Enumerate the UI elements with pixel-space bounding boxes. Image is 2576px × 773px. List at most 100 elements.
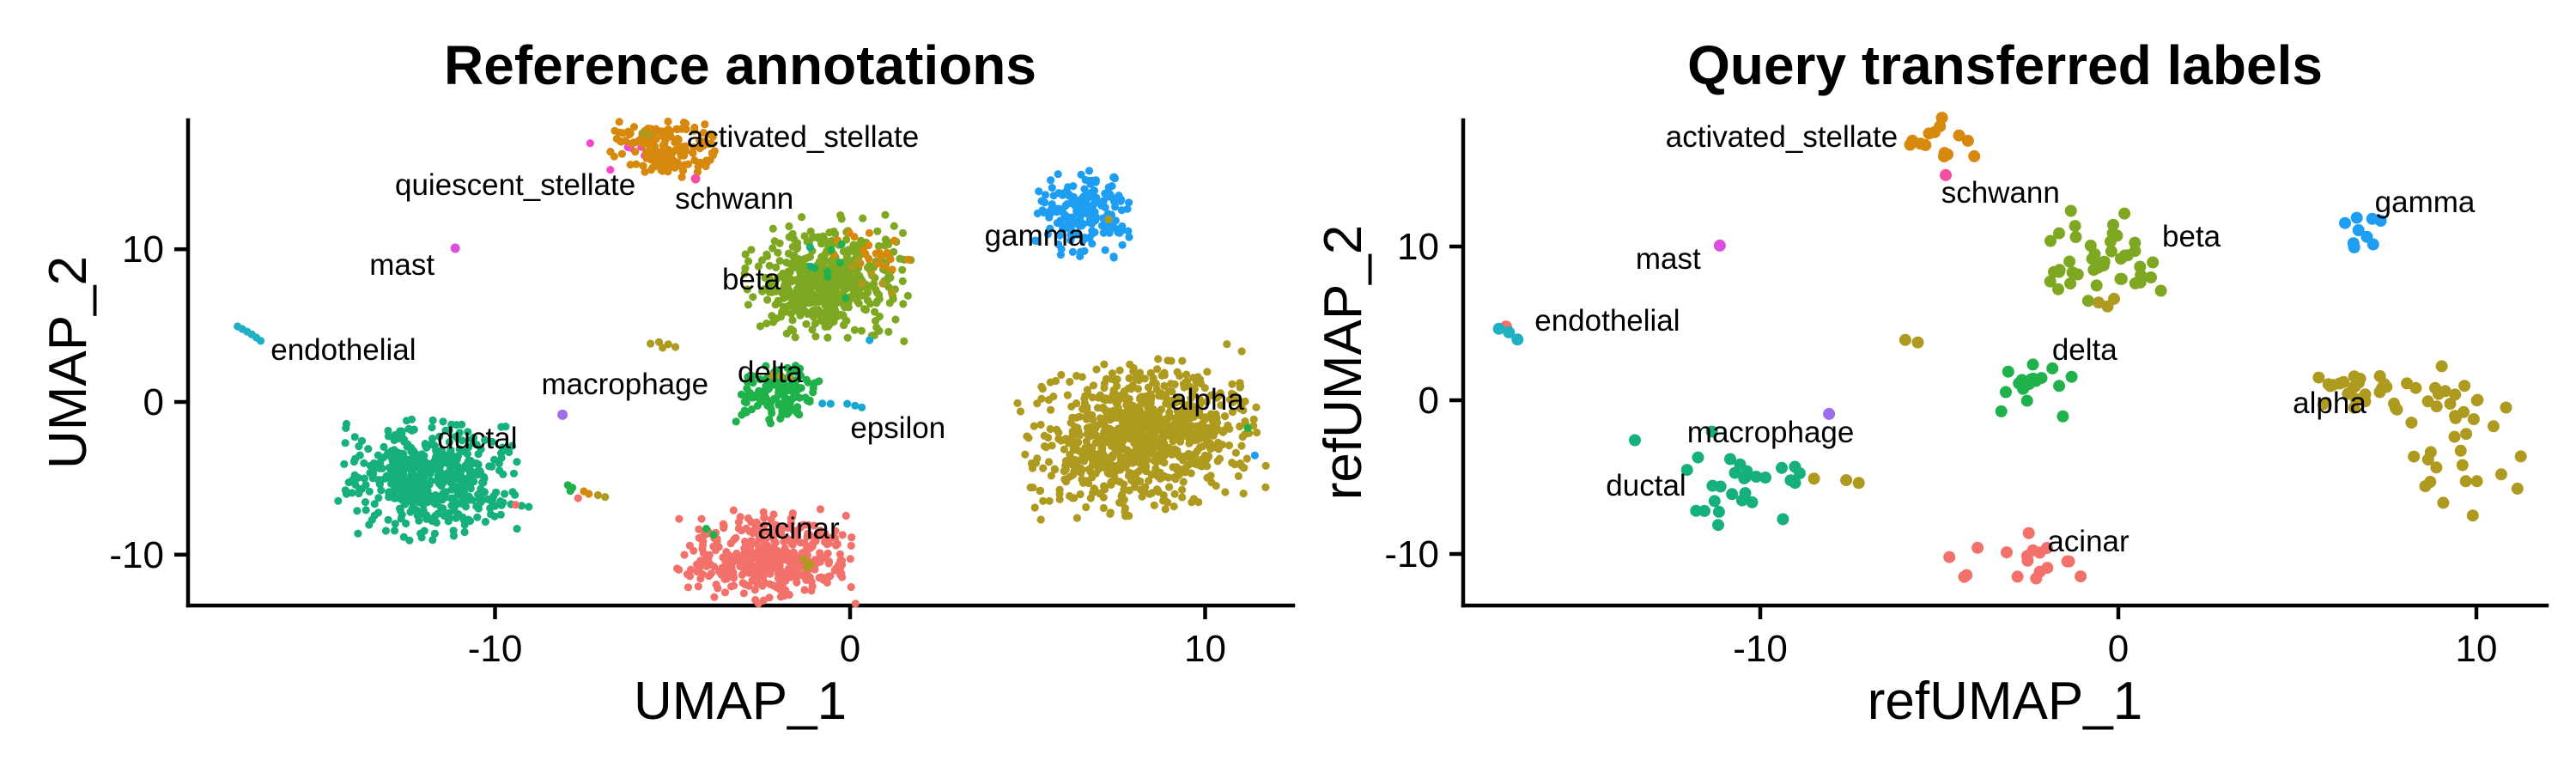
cluster-label-macrophage: macrophage (1687, 416, 1855, 449)
data-point (422, 513, 431, 521)
data-point (2435, 360, 2448, 373)
data-point (1071, 442, 1080, 451)
data-point (678, 167, 688, 175)
cluster-label-quiescent_stellate: quiescent_stellate (395, 168, 635, 202)
data-point (770, 537, 779, 545)
data-point (823, 240, 832, 248)
data-point (1164, 386, 1173, 395)
data-point (719, 553, 727, 562)
data-point (833, 312, 841, 320)
data-point (891, 315, 900, 324)
data-point (775, 298, 783, 307)
data-point (884, 275, 893, 283)
data-point (1170, 380, 1179, 389)
data-point (2052, 283, 2064, 295)
data-point (432, 493, 440, 502)
data-point (738, 579, 747, 587)
data-point (1055, 495, 1064, 504)
data-point (727, 582, 736, 591)
data-point (517, 502, 526, 510)
data-point (1093, 450, 1103, 459)
data-point (386, 473, 395, 483)
data-point (1054, 240, 1063, 249)
cluster-dots-gamma (1030, 167, 1133, 262)
data-point (1036, 515, 1045, 524)
data-point (1231, 448, 1240, 457)
data-point (826, 399, 835, 408)
data-point (788, 316, 797, 325)
data-point (2154, 284, 2167, 297)
data-point (1077, 170, 1085, 179)
data-point (1030, 503, 1039, 512)
y-tick-label: 10 (122, 228, 164, 271)
data-point (881, 235, 890, 244)
data-point (1746, 496, 1759, 508)
data-point (1104, 215, 1113, 224)
cluster-dots-endothelial (1492, 322, 1524, 346)
data-point (1940, 168, 1952, 181)
data-point (428, 423, 436, 432)
data-point (2033, 546, 2046, 559)
data-point (402, 519, 410, 528)
data-point (1073, 230, 1082, 239)
data-point (1237, 461, 1246, 470)
x-tick-label: 10 (2456, 628, 2498, 670)
cluster-dots-alpha (2419, 444, 2527, 522)
data-point (698, 545, 707, 553)
data-point (784, 402, 793, 411)
data-point (837, 240, 846, 249)
data-point (842, 235, 851, 244)
data-point (2460, 428, 2473, 441)
data-point (334, 496, 343, 505)
data-point (825, 534, 834, 543)
data-point (829, 227, 838, 236)
data-point (702, 552, 711, 561)
data-point (709, 149, 718, 158)
data-point (1234, 472, 1242, 481)
data-point (1178, 356, 1187, 365)
data-point (472, 502, 481, 511)
data-point (870, 331, 879, 339)
data-point (1629, 434, 1641, 447)
data-point (2339, 216, 2351, 229)
data-point (1228, 459, 1236, 467)
data-point (837, 279, 846, 288)
data-point (2511, 482, 2524, 495)
data-point (1224, 421, 1232, 429)
data-point (1037, 382, 1046, 391)
cluster-dots-alpha (593, 490, 610, 502)
data-point (2020, 394, 2033, 407)
data-point (1160, 439, 1169, 447)
cluster-label-ductal: ductal (437, 422, 517, 455)
data-point (875, 312, 884, 321)
data-point (621, 137, 630, 145)
data-point (2069, 220, 2081, 233)
data-point (2053, 227, 2065, 240)
data-point (809, 290, 817, 299)
data-point (766, 419, 775, 428)
data-point (1206, 391, 1215, 399)
cluster-dots-gamma (1250, 451, 1259, 460)
data-point (1708, 495, 1721, 508)
data-point (430, 441, 439, 450)
data-point (816, 557, 824, 566)
data-point (1118, 429, 1127, 439)
data-point (435, 432, 444, 441)
cluster-dots-ductal (496, 497, 533, 511)
cluster-dots-alpha (1807, 472, 1865, 490)
data-point (1089, 192, 1097, 201)
data-point (1153, 365, 1162, 374)
data-point (2075, 570, 2087, 583)
data-point (1040, 442, 1049, 451)
data-point (1714, 480, 1727, 493)
y-tick-label: -10 (1384, 533, 1439, 575)
data-point (405, 536, 414, 545)
data-point (1061, 435, 1070, 443)
data-point (447, 502, 456, 510)
data-point (1076, 210, 1084, 219)
data-point (495, 459, 503, 468)
data-point (1101, 246, 1109, 254)
data-point (1777, 513, 1789, 526)
data-point (2111, 229, 2123, 242)
